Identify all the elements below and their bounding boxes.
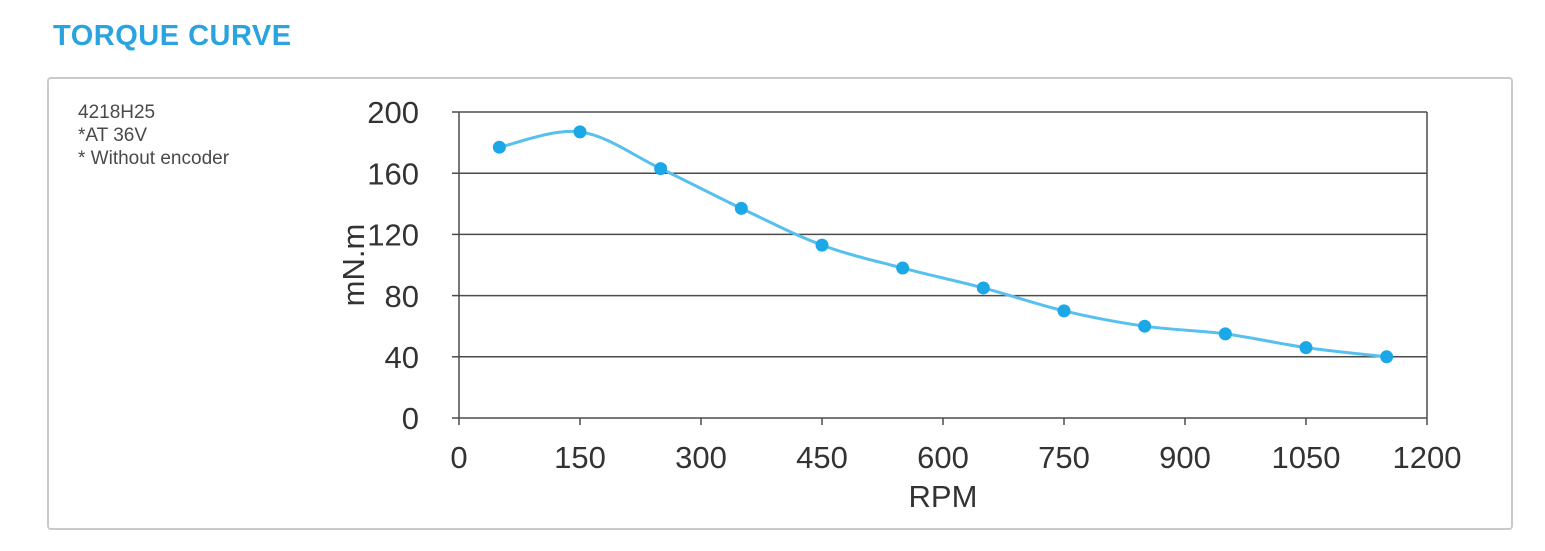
chart-annotation: 4218H25 *AT 36V * Without encoder — [78, 101, 229, 170]
data-point-marker — [492, 140, 506, 154]
x-tick-label: 750 — [1038, 440, 1090, 475]
data-point-marker — [734, 201, 748, 215]
page-title: TORQUE CURVE — [53, 20, 292, 52]
x-axis-title: RPM — [909, 479, 978, 514]
torque-curve-line — [497, 129, 1389, 359]
x-tick-label: 1200 — [1393, 440, 1462, 475]
chart-panel — [47, 77, 1513, 530]
x-tick-label: 900 — [1159, 440, 1211, 475]
y-axis-title: mN.m — [336, 224, 371, 307]
y-tick-label: 80 — [385, 279, 419, 314]
y-tick-label: 160 — [367, 156, 419, 191]
data-point-marker — [896, 261, 910, 275]
data-point-marker — [1138, 319, 1152, 333]
y-tick-label: 40 — [385, 340, 419, 375]
data-point-marker — [654, 162, 668, 176]
x-tick-label: 1050 — [1272, 440, 1341, 475]
x-tick-label: 0 — [450, 440, 467, 475]
data-point-marker — [815, 238, 829, 252]
data-point-marker — [1218, 327, 1232, 341]
x-tick-label: 150 — [554, 440, 606, 475]
data-point-marker — [1380, 350, 1394, 364]
y-tick-label: 200 — [367, 95, 419, 130]
annotation-voltage-note: *AT 36V — [78, 125, 148, 146]
data-point-marker — [1299, 341, 1313, 355]
x-tick-label: 450 — [796, 440, 848, 475]
annotation-encoder-note: * Without encoder — [78, 148, 230, 169]
annotation-model-number: 4218H25 — [78, 102, 156, 123]
x-tick-label: 600 — [917, 440, 969, 475]
y-tick-label: 120 — [367, 218, 419, 253]
y-tick-label: 0 — [402, 401, 419, 436]
data-point-marker — [976, 281, 990, 295]
data-point-marker — [573, 125, 587, 139]
data-point-marker — [1057, 304, 1071, 318]
x-tick-label: 300 — [675, 440, 727, 475]
